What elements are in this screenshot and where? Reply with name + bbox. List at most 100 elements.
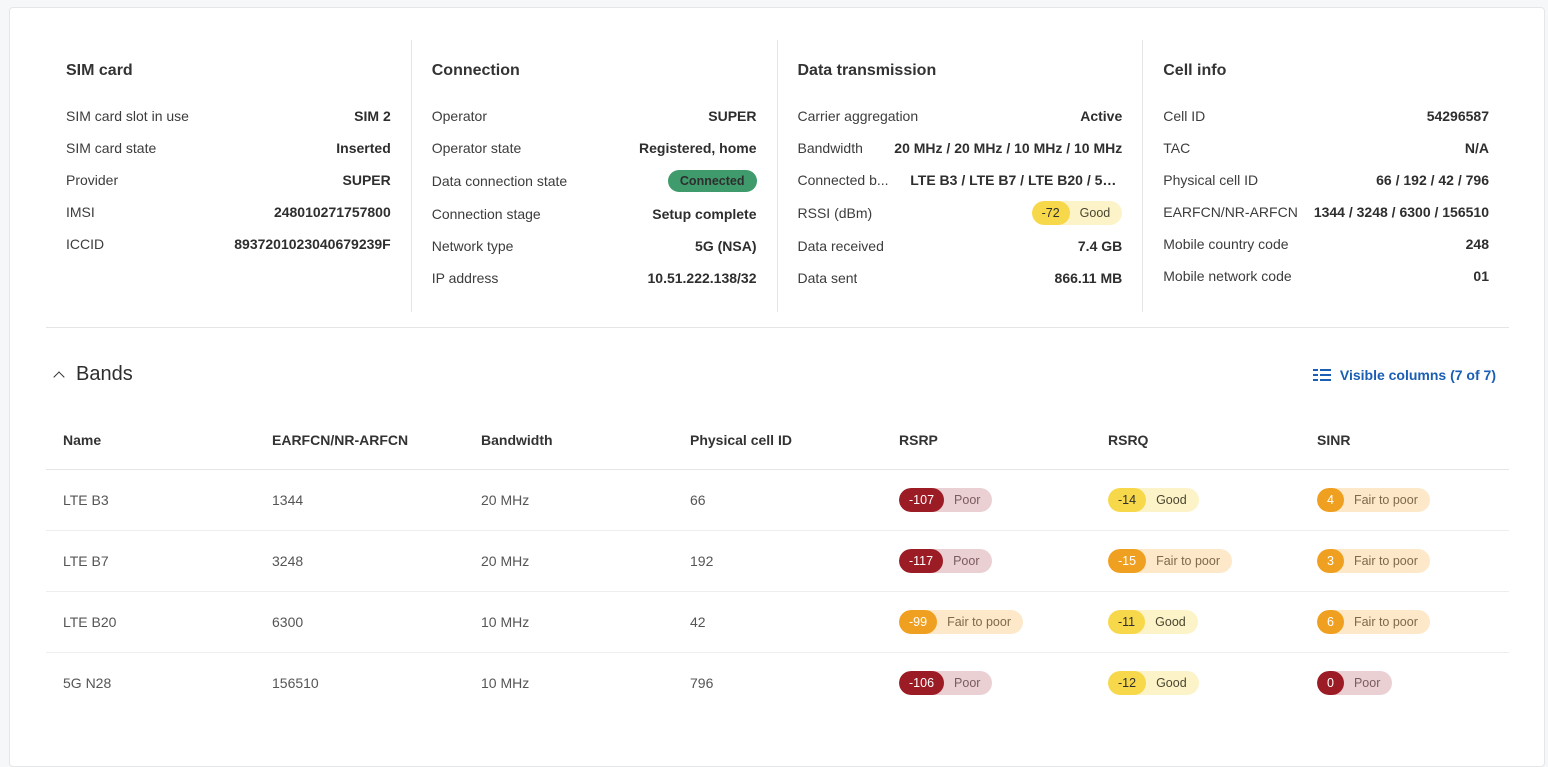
sinr-badge: 6 Fair to poor xyxy=(1317,609,1430,634)
rsrp-cell: -99 Fair to poor xyxy=(882,591,1091,653)
band-pci: 66 xyxy=(673,469,882,531)
info-row: Mobile country code 248 xyxy=(1163,228,1489,260)
info-row: Provider SUPER xyxy=(66,164,391,196)
band-pci: 796 xyxy=(690,674,714,691)
sinr-cell: 6 Fair to poor xyxy=(1300,591,1509,653)
badge-value: -14 xyxy=(1108,487,1147,512)
info-value: Setup complete xyxy=(652,206,757,222)
bands-toggle[interactable]: Bands xyxy=(50,363,133,386)
info-row: SIM card state Inserted xyxy=(66,132,391,164)
column-header-bandwidth[interactable]: Bandwidth xyxy=(464,412,673,470)
band-name: LTE B20 xyxy=(46,591,255,653)
info-label: Mobile network code xyxy=(1163,268,1292,284)
info-value: SUPER xyxy=(708,108,757,124)
info-row: Connected b... LTE B3 / LTE B7 / LTE B20 … xyxy=(798,164,1123,196)
column-header-earfcn[interactable]: EARFCN/NR-ARFCN xyxy=(255,412,464,470)
info-value: 7.4 GB xyxy=(1077,238,1123,254)
badge-value: -11 xyxy=(1108,609,1146,634)
rsrp-cell: -117 Poor xyxy=(882,530,1091,592)
info-row: SIM card slot in use SIM 2 xyxy=(66,100,391,132)
info-value: LTE B3 / LTE B7 / LTE B20 / 5G... xyxy=(910,172,1123,188)
info-label: IMSI xyxy=(66,204,95,220)
badge-value: -117 xyxy=(899,548,944,573)
section-title: Data transmission xyxy=(797,62,937,79)
badge-value: 4 xyxy=(1317,487,1344,512)
info-label: SIM card slot in use xyxy=(66,108,189,124)
badge-quality: Poor xyxy=(953,553,980,568)
info-value: 01 xyxy=(1473,268,1489,284)
column-header-pci[interactable]: Physical cell ID xyxy=(673,412,882,470)
info-label: Cell ID xyxy=(1163,108,1206,124)
cell-info-section: Cell info Cell ID 54296587 TAC N/A Physica… xyxy=(1143,40,1509,312)
table-row: LTE B3 1344 20 MHz 66 -107 Poor -14 Good 4… xyxy=(46,469,1509,531)
rsrp-badge: -107 Poor xyxy=(899,487,993,512)
info-value: 248 xyxy=(1465,236,1489,252)
band-name: LTE B3 xyxy=(46,469,255,531)
info-row: Data received 7.4 GB xyxy=(798,230,1123,262)
info-row: Data connection state Connected xyxy=(432,164,757,198)
badge-quality: Good xyxy=(1079,206,1111,220)
band-pci: 42 xyxy=(673,591,882,653)
chevron-up-icon[interactable] xyxy=(50,366,68,384)
band-earfcn: 3248 xyxy=(255,530,464,592)
band-bandwidth: 10 MHz xyxy=(464,591,673,653)
info-label: Operator state xyxy=(431,140,522,156)
badge-quality: Poor xyxy=(1353,675,1381,690)
info-label: EARFCN/NR-ARFCN xyxy=(1163,204,1298,220)
band-earfcn: 1344 xyxy=(255,469,464,531)
info-row: Connection stage Setup complete xyxy=(432,198,757,230)
info-label: Provider xyxy=(66,172,119,188)
band-name: LTE B7 xyxy=(46,530,255,592)
info-row: TAC N/A xyxy=(1163,132,1489,164)
rsrp-badge: -99 Fair to poor xyxy=(899,609,1023,634)
info-label: Data sent xyxy=(797,270,858,286)
info-row: Carrier aggregation Active xyxy=(798,100,1123,132)
column-header-name[interactable]: Name xyxy=(46,412,255,470)
data-transmission-section: Data transmission Carrier aggregation Act… xyxy=(778,40,1144,312)
info-row: Network type 5G (NSA) xyxy=(432,230,757,262)
columns-icon xyxy=(1312,368,1331,382)
badge-quality: Fair to poor xyxy=(1353,492,1418,507)
badge-value: 3 xyxy=(1317,548,1344,573)
badge-quality: Poor xyxy=(954,492,981,507)
table-header-row: Name EARFCN/NR-ARFCN Bandwidth Physical … xyxy=(46,412,1509,470)
band-earfcn: 156510 xyxy=(272,674,319,691)
rsrq-badge: -14 Good xyxy=(1108,487,1199,512)
info-label: TAC xyxy=(1163,140,1191,156)
section-title: SIM card xyxy=(66,62,133,79)
info-row: ICCID 8937201023040679239F xyxy=(66,228,391,260)
info-value: N/A xyxy=(1464,140,1489,156)
info-row: RSSI (dBm) -72 Good xyxy=(798,196,1123,230)
info-value: SIM 2 xyxy=(354,108,391,124)
column-header-rsrp[interactable]: RSRP xyxy=(882,412,1091,470)
badge-value: -15 xyxy=(1108,548,1147,573)
band-bandwidth: 20 MHz xyxy=(464,469,673,531)
table-row: LTE B7 3248 20 MHz 192 -117 Poor -15 Fair … xyxy=(46,530,1509,592)
info-row: Operator SUPER xyxy=(432,100,757,132)
info-row: Cell ID 54296587 xyxy=(1163,100,1489,132)
band-pci: 192 xyxy=(673,530,882,592)
section-title: Connection xyxy=(431,62,520,79)
sinr-cell: 0 Poor xyxy=(1300,652,1509,713)
info-value: 10.51.222.138/32 xyxy=(647,270,757,286)
badge-quality: Good xyxy=(1156,492,1187,507)
band-bandwidth: 10 MHz xyxy=(481,674,530,691)
column-header-sinr[interactable]: SINR xyxy=(1300,412,1509,470)
section-title: Cell info xyxy=(1163,62,1227,79)
connection-section: Connection Operator SUPER Operator state R… xyxy=(412,40,778,312)
info-label: Physical cell ID xyxy=(1163,172,1259,188)
bands-title: Bands xyxy=(76,363,133,385)
rsrp-cell: -106 Poor xyxy=(882,652,1091,713)
info-value: 5G (NSA) xyxy=(695,238,757,254)
badge-quality: Good xyxy=(1156,675,1187,690)
badge-value: -107 xyxy=(899,487,945,512)
info-label: IP address xyxy=(431,270,499,286)
badge-value: 0 xyxy=(1317,670,1344,695)
column-header-rsrq[interactable]: RSRQ xyxy=(1091,412,1300,470)
info-label: Bandwidth xyxy=(797,140,863,156)
rsrp-cell: -107 Poor xyxy=(882,469,1091,531)
info-row: Operator state Registered, home xyxy=(432,132,757,164)
visible-columns-button[interactable]: Visible columns (7 of 7) xyxy=(1312,367,1496,383)
info-label: Data received xyxy=(797,238,884,254)
sinr-badge: 4 Fair to poor xyxy=(1317,487,1430,512)
